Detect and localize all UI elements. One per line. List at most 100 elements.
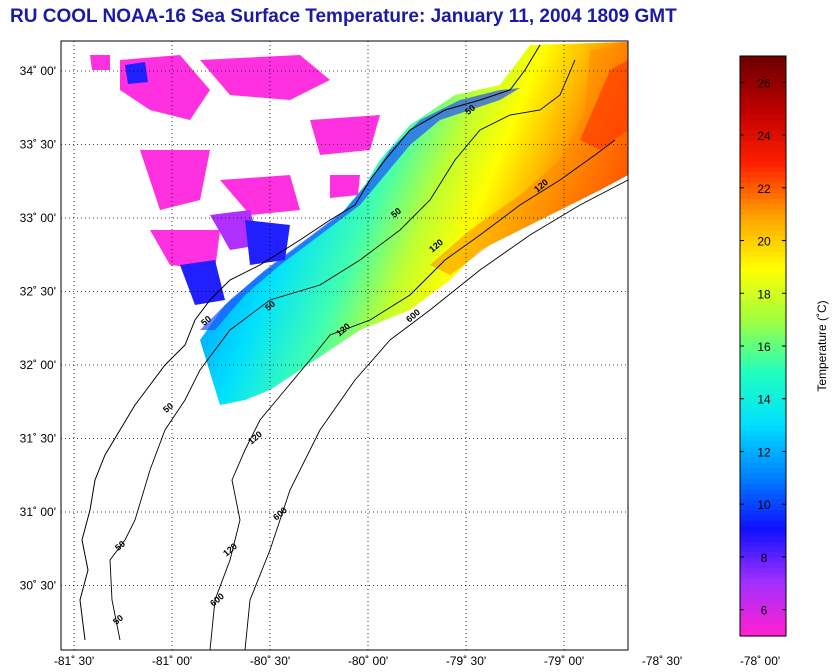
isobath-120 xyxy=(209,139,616,650)
lon-tick-label: -79˚ 30' xyxy=(446,654,486,668)
colorbar-swatch xyxy=(740,346,786,352)
colorbar-swatch xyxy=(740,477,786,484)
colorbar-swatch xyxy=(740,87,786,94)
colorbar-swatch xyxy=(740,414,786,421)
colorbar-swatch xyxy=(740,578,786,584)
colorbar-swatch xyxy=(740,82,786,89)
colorbar-swatch xyxy=(740,430,786,437)
colorbar-swatch xyxy=(740,356,786,363)
lon-tick-label: -80˚ 30' xyxy=(250,654,290,668)
colorbar-swatch xyxy=(740,114,786,120)
colorbar-swatch xyxy=(740,56,786,62)
colorbar-swatch xyxy=(740,187,786,194)
colorbar-swatch xyxy=(740,514,786,521)
colorbar-swatch xyxy=(740,177,786,184)
colorbar-swatch xyxy=(740,230,786,236)
lon-tick-label: -81˚ 30' xyxy=(54,654,94,668)
colorbar-swatch xyxy=(740,235,786,242)
colorbar-swatch xyxy=(740,588,786,595)
colorbar-swatch xyxy=(740,572,786,579)
colorbar-swatch xyxy=(740,583,786,590)
colorbar-swatch xyxy=(740,77,786,83)
colorbar-swatch xyxy=(740,562,786,569)
colorbar-swatch xyxy=(740,119,786,126)
colorbar-swatch xyxy=(740,224,786,231)
lat-tick-label: 32˚ 00' xyxy=(20,358,56,372)
colorbar-swatch xyxy=(740,599,786,605)
colorbar-swatch xyxy=(740,193,786,199)
isobath-50 xyxy=(109,59,576,641)
colorbar-tick-label: 22 xyxy=(757,182,771,196)
lon-tick-label: -78˚ 30' xyxy=(642,654,682,668)
colorbar-swatch xyxy=(740,604,786,611)
colorbar-swatch xyxy=(740,330,786,337)
colorbar-swatch xyxy=(740,377,786,384)
colorbar-swatch xyxy=(740,324,786,331)
colorbar-swatch xyxy=(740,525,786,532)
colorbar-swatch xyxy=(740,567,786,574)
colorbar-tick-label: 10 xyxy=(757,498,771,512)
lon-tick-label: -80˚ 00' xyxy=(348,654,388,668)
contour-label: 50 xyxy=(463,103,477,117)
colorbar-tick-label: 6 xyxy=(761,604,768,618)
colorbar-swatch xyxy=(740,314,786,321)
grid-lines xyxy=(61,41,628,650)
colorbar-swatch xyxy=(740,614,786,621)
contour-label: 50 xyxy=(199,314,213,328)
colorbar-swatch xyxy=(740,609,786,616)
contour-label: 50 xyxy=(161,401,175,415)
colorbar-swatch xyxy=(740,108,786,115)
latitude-tick-labels: 34˚ 00' 33˚ 30' 33˚ 00' 32˚ 30' 32˚ 00' 31˚ 3… xyxy=(20,64,56,593)
colorbar-swatch xyxy=(740,182,786,189)
colorbar-swatch xyxy=(740,425,786,431)
colorbar-swatch xyxy=(740,388,786,395)
colorbar-swatch xyxy=(740,140,786,147)
colorbar-swatch xyxy=(740,530,786,537)
colorbar-tick-label: 12 xyxy=(757,445,771,459)
colorbar-swatch xyxy=(740,135,786,141)
lat-tick-label: 32˚ 30' xyxy=(20,285,56,299)
colorbar-swatch xyxy=(740,277,786,284)
lat-tick-label: 34˚ 00' xyxy=(20,64,56,78)
colorbar-swatch xyxy=(740,266,786,273)
colorbar-swatch xyxy=(740,419,786,426)
colorbar-swatch xyxy=(740,504,786,511)
colorbar-swatch xyxy=(740,245,786,252)
colorbar-swatch xyxy=(740,340,786,347)
colorbar-swatch xyxy=(740,335,786,342)
colorbar-tick-label: 18 xyxy=(757,287,771,301)
colorbar-tick-label: 8 xyxy=(761,551,768,565)
colorbar-swatch xyxy=(740,103,786,110)
colorbar-swatch xyxy=(740,435,786,442)
colorbar-label: Temperature (˚C) xyxy=(815,300,829,391)
coastline xyxy=(79,44,541,641)
temperature-colorbar xyxy=(740,56,786,637)
colorbar-swatch xyxy=(740,493,786,500)
inland-cold-patches xyxy=(90,55,380,305)
colorbar-swatch xyxy=(740,509,786,516)
sst-swath xyxy=(200,42,628,405)
lat-tick-label: 33˚ 30' xyxy=(20,138,56,152)
colorbar-swatch xyxy=(740,440,786,447)
colorbar-swatch xyxy=(740,372,786,379)
colorbar-swatch xyxy=(740,462,786,468)
colorbar-swatch xyxy=(740,303,786,310)
colorbar-swatch xyxy=(740,293,786,300)
colorbar-swatch xyxy=(740,319,786,326)
plot-frame xyxy=(60,40,629,651)
map-title: RU COOL NOAA-16 Sea Surface Temperature:… xyxy=(10,6,677,27)
colorbar-swatch xyxy=(740,298,786,305)
colorbar-swatch xyxy=(740,398,786,405)
sst-hot-band xyxy=(580,60,628,150)
colorbar-swatch xyxy=(740,351,786,358)
colorbar-swatch xyxy=(740,92,786,99)
colorbar-swatch xyxy=(740,467,786,474)
colorbar-swatch xyxy=(740,71,786,78)
colorbar-swatch xyxy=(740,404,786,410)
colorbar-swatch xyxy=(740,124,786,131)
colorbar-swatch xyxy=(740,156,786,163)
colorbar-swatch xyxy=(740,166,786,173)
colorbar-swatch xyxy=(740,208,786,215)
contour-label: 50 xyxy=(113,539,127,553)
